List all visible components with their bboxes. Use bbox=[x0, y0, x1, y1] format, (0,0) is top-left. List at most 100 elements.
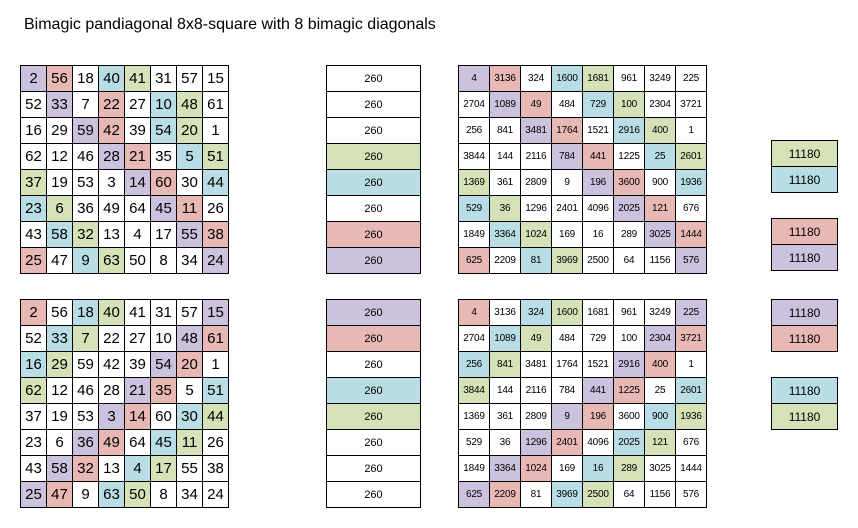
square-cell: 41 bbox=[124, 65, 151, 92]
squared-value-cell: 1369 bbox=[458, 169, 490, 196]
square-cell: 23 bbox=[20, 195, 47, 222]
squared-value-cell: 3844 bbox=[458, 143, 490, 170]
squared-value-cell: 64 bbox=[613, 481, 645, 508]
squared-value-cell: 49 bbox=[520, 325, 552, 352]
squared-value-cell: 2025 bbox=[613, 429, 645, 456]
square-cell: 31 bbox=[150, 65, 177, 92]
squared-value-cell: 1 bbox=[675, 351, 707, 378]
square-cell: 27 bbox=[124, 91, 151, 118]
square-cell: 47 bbox=[46, 481, 73, 508]
squared-value-cell: 3481 bbox=[520, 351, 552, 378]
squared-value-cell: 2025 bbox=[613, 195, 645, 222]
row-sum-cell: 260 bbox=[326, 377, 421, 404]
squared-value-cell: 400 bbox=[644, 117, 676, 144]
squared-value-cell: 484 bbox=[551, 91, 583, 118]
square-cell: 50 bbox=[124, 481, 151, 508]
square-cell: 56 bbox=[46, 65, 73, 92]
square-cell: 50 bbox=[124, 247, 151, 274]
square-cell: 35 bbox=[150, 143, 177, 170]
square-cell: 30 bbox=[176, 403, 203, 430]
squared-value-cell: 2304 bbox=[644, 325, 676, 352]
squared-value-cell: 25 bbox=[644, 377, 676, 404]
squared-value-cell: 3844 bbox=[458, 377, 490, 404]
square-cell: 64 bbox=[124, 195, 151, 222]
square-cell: 32 bbox=[72, 221, 99, 248]
square-cell: 53 bbox=[72, 169, 99, 196]
squared-value-row: 2704 1089 49 484 729 100 2304 3721 bbox=[458, 325, 707, 352]
squared-value-cell: 324 bbox=[520, 65, 552, 92]
squared-value-cell: 16 bbox=[582, 221, 614, 248]
squared-value-cell: 676 bbox=[675, 429, 707, 456]
row-sum-cell: 260 bbox=[326, 429, 421, 456]
row-sum-cell: 260 bbox=[326, 221, 421, 248]
squared-value-cell: 1681 bbox=[582, 65, 614, 92]
squared-value-cell: 1849 bbox=[458, 221, 490, 248]
square-cell: 2 bbox=[20, 299, 47, 326]
squared-value-cell: 1089 bbox=[489, 91, 521, 118]
squared-value-cell: 3600 bbox=[613, 403, 645, 430]
squared-sum-empty bbox=[772, 115, 838, 141]
square-cell: 40 bbox=[98, 299, 125, 326]
square-cell: 6 bbox=[46, 195, 73, 222]
squared-value-cell: 625 bbox=[458, 247, 490, 274]
square-cell: 18 bbox=[72, 65, 99, 92]
squared-value-cell: 2401 bbox=[551, 195, 583, 222]
square-cell: 39 bbox=[124, 351, 151, 378]
squared-value-cell: 3025 bbox=[644, 455, 676, 482]
square-cell: 58 bbox=[46, 455, 73, 482]
square-cell: 43 bbox=[20, 221, 47, 248]
row-sum-cell: 260 bbox=[326, 351, 421, 378]
square-cell: 34 bbox=[176, 247, 203, 274]
squared-value-cell: 1225 bbox=[613, 377, 645, 404]
squared-value-cell: 3481 bbox=[520, 117, 552, 144]
square-row: 25 47 9 63 50 8 34 24 bbox=[20, 481, 229, 508]
square-row: 16 29 59 42 39 54 20 1 bbox=[20, 351, 229, 378]
square-cell: 3 bbox=[98, 169, 125, 196]
square-cell: 13 bbox=[98, 221, 125, 248]
squared-value-row: 256 841 3481 1764 1521 2916 400 1 bbox=[458, 351, 707, 378]
square-row: 62 12 46 28 21 35 5 51 bbox=[20, 377, 229, 404]
squares-sums-top: 11180 11180 11180 11180 bbox=[771, 65, 838, 271]
square-cell: 62 bbox=[20, 377, 47, 404]
squared-sum-empty bbox=[772, 352, 838, 378]
square-cell: 9 bbox=[72, 481, 99, 508]
squared-sum-empty bbox=[772, 90, 838, 115]
squared-value-cell: 576 bbox=[675, 247, 707, 274]
squared-value-cell: 3600 bbox=[613, 169, 645, 196]
square-row: 43 58 32 13 4 17 55 38 bbox=[20, 455, 229, 482]
square-cell: 23 bbox=[20, 429, 47, 456]
squared-value-cell: 4096 bbox=[582, 195, 614, 222]
squared-value-cell: 1089 bbox=[489, 325, 521, 352]
squared-value-cell: 2209 bbox=[489, 247, 521, 274]
squared-value-cell: 2601 bbox=[675, 377, 707, 404]
squared-value-cell: 2916 bbox=[613, 351, 645, 378]
square-cell: 1 bbox=[202, 117, 229, 144]
square-cell: 17 bbox=[150, 221, 177, 248]
square-cell: 27 bbox=[124, 325, 151, 352]
magic-square-top: 2 56 18 40 41 31 57 15 52 33 7 22 27 10 48 61 16 29 59 42 39… bbox=[20, 65, 229, 274]
square-cell: 59 bbox=[72, 117, 99, 144]
square-row: 62 12 46 28 21 35 5 51 bbox=[20, 143, 229, 170]
squared-value-cell: 256 bbox=[458, 351, 490, 378]
squared-value-cell: 1600 bbox=[551, 65, 583, 92]
square-cell: 8 bbox=[150, 247, 177, 274]
squared-value-cell: 529 bbox=[458, 195, 490, 222]
squared-value-cell: 400 bbox=[644, 351, 676, 378]
square-cell: 51 bbox=[202, 143, 229, 170]
squared-value-row: 625 2209 81 3969 2500 64 1156 576 bbox=[458, 481, 707, 508]
square-cell: 22 bbox=[98, 91, 125, 118]
square-cell: 38 bbox=[202, 455, 229, 482]
square-cell: 10 bbox=[150, 91, 177, 118]
square-cell: 19 bbox=[46, 169, 73, 196]
square-cell: 40 bbox=[98, 65, 125, 92]
row-sum-cell: 260 bbox=[326, 299, 421, 326]
square-row: 52 33 7 22 27 10 48 61 bbox=[20, 325, 229, 352]
squared-value-cell: 3721 bbox=[675, 325, 707, 352]
squared-value-cell: 36 bbox=[489, 429, 521, 456]
squared-value-cell: 729 bbox=[582, 91, 614, 118]
row-sum-cell: 260 bbox=[326, 481, 421, 508]
squared-value-cell: 100 bbox=[613, 91, 645, 118]
squared-value-cell: 2304 bbox=[644, 91, 676, 118]
square-cell: 34 bbox=[176, 481, 203, 508]
square-cell: 2 bbox=[20, 65, 47, 92]
